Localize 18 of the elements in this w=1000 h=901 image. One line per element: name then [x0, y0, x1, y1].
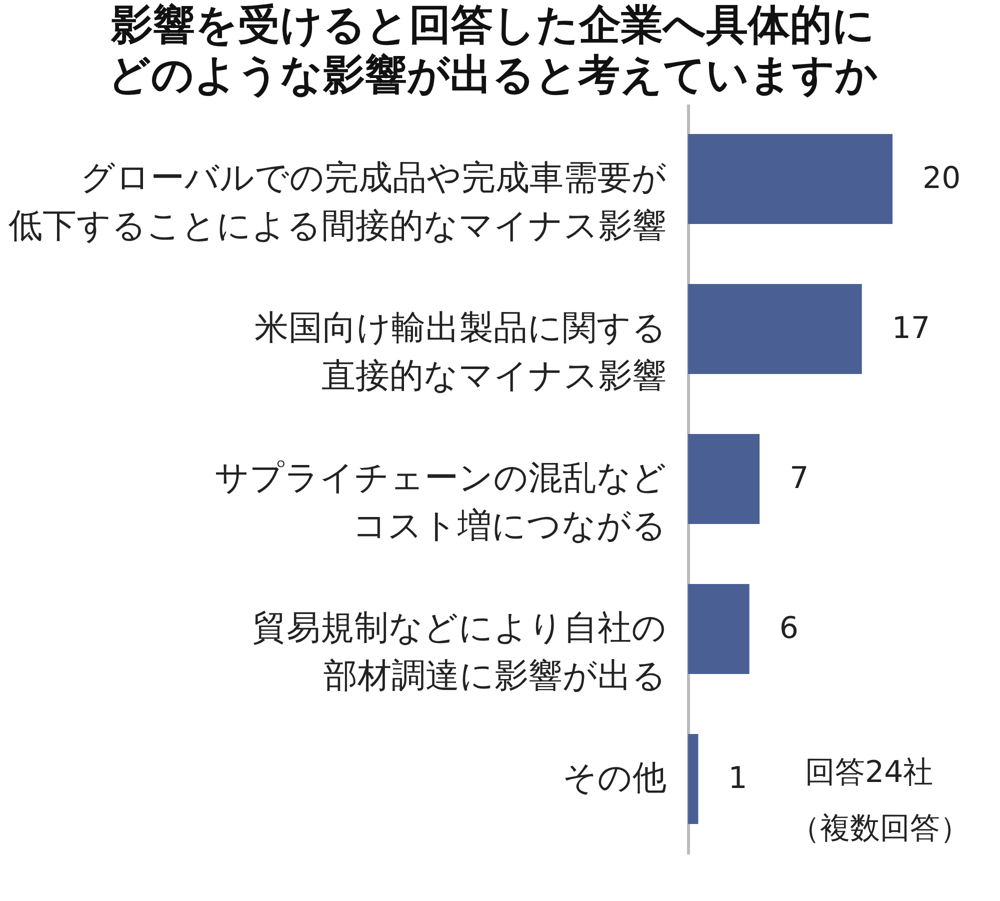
- y-tick-label: サプライチェーンの混乱などコスト増につながる: [214, 458, 666, 546]
- chart-title: 影響を受けると回答した企業へ具体的にどのような影響が出ると考えていますか: [108, 0, 878, 99]
- data-label: 17: [892, 311, 930, 346]
- bar: [688, 434, 760, 524]
- bar: [688, 734, 698, 824]
- data-label: 20: [922, 161, 961, 196]
- bar: [688, 284, 862, 374]
- bar: [688, 584, 750, 674]
- y-tick-label: その他: [562, 758, 666, 798]
- y-tick-label: グローバルでの完成品や完成車需要が低下することによる間接的なマイナス影響: [8, 158, 666, 246]
- bar: [688, 134, 893, 224]
- data-label: 7: [790, 461, 809, 496]
- data-label: 1: [728, 761, 748, 796]
- y-tick-label: 米国向け輸出製品に関する直接的なマイナス影響: [254, 308, 666, 396]
- y-tick-label: 貿易規制などにより自社の部材調達に影響が出る: [252, 608, 666, 696]
- data-label: 6: [779, 611, 798, 646]
- annotation: （複数回答）: [790, 810, 970, 848]
- annotation: 回答24社: [805, 754, 934, 792]
